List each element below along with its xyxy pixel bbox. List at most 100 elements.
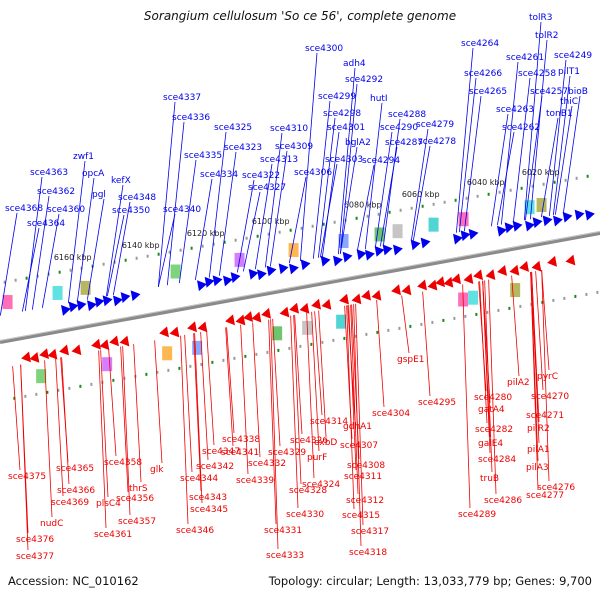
reverse-gene-arrow bbox=[235, 314, 246, 326]
gene-leader-line bbox=[12, 366, 21, 471]
gene-leader-line bbox=[412, 145, 431, 241]
gene-label: kefX bbox=[111, 176, 131, 186]
gene-leader-line bbox=[353, 304, 362, 547]
track-dot bbox=[553, 180, 556, 184]
genome-summary: Topology: circular; Length: 13,033,779 b… bbox=[268, 574, 592, 588]
forward-gene-arrow bbox=[266, 265, 277, 277]
forward-gene-arrow bbox=[374, 245, 385, 257]
track-dot bbox=[35, 392, 38, 396]
gene-leader-line bbox=[524, 95, 543, 221]
track-dot bbox=[376, 330, 379, 334]
gene-label: sce4358 bbox=[104, 458, 142, 468]
track-dot bbox=[278, 230, 281, 234]
gene-leader-line bbox=[272, 318, 281, 447]
track-dot bbox=[267, 232, 270, 236]
track-dot bbox=[398, 326, 401, 330]
track-dot bbox=[178, 366, 181, 370]
track-dot bbox=[509, 188, 512, 192]
reverse-gene-arrow bbox=[243, 311, 253, 322]
gene-leader-line bbox=[346, 305, 355, 510]
gene-label: sce4335 bbox=[184, 151, 222, 161]
gene-label: sce4309 bbox=[275, 142, 313, 152]
gene-leader-line bbox=[180, 335, 189, 525]
gene-leader-line bbox=[264, 132, 283, 268]
track-dot bbox=[355, 216, 358, 220]
gene-leader-line bbox=[531, 271, 540, 444]
gene-label: pyrC bbox=[537, 372, 558, 382]
gene-label: sce4310 bbox=[270, 124, 308, 134]
gene-label: sce4304 bbox=[372, 409, 410, 419]
gene-leader-line bbox=[157, 101, 176, 287]
forward-gene-arrow bbox=[562, 211, 573, 223]
gene-leader-line bbox=[157, 213, 176, 287]
gene-leader-line bbox=[355, 303, 364, 526]
gene-leader-line bbox=[242, 191, 261, 272]
gene-label: sce4311 bbox=[344, 472, 382, 482]
reverse-gene-arrow bbox=[21, 351, 31, 363]
gene-label: sce4357 bbox=[118, 517, 156, 527]
gene-label: sce4342 bbox=[196, 462, 234, 472]
forward-gene-arrow bbox=[497, 225, 507, 237]
gene-leader-line bbox=[208, 131, 227, 278]
gene-leader-line bbox=[194, 333, 203, 504]
feature-box bbox=[428, 217, 439, 232]
scale-label: 6120 kbp bbox=[187, 229, 225, 238]
gene-label: sce4322 bbox=[242, 171, 280, 181]
gene-label: sce4318 bbox=[349, 548, 387, 558]
gene-label: sce4277 bbox=[526, 491, 564, 501]
track-dot bbox=[68, 386, 71, 390]
track-dot bbox=[531, 184, 534, 188]
reverse-gene-arrow bbox=[351, 293, 362, 305]
backbone-line bbox=[0, 231, 600, 344]
gene-label: sce4340 bbox=[163, 205, 201, 215]
gene-leader-line bbox=[226, 327, 235, 434]
track-dot bbox=[14, 278, 17, 282]
gene-leader-line bbox=[236, 179, 255, 273]
forward-gene-arrow bbox=[278, 263, 289, 275]
gene-label: sce4356 bbox=[116, 494, 154, 504]
track-dot bbox=[58, 270, 61, 274]
gene-label: sce4299 bbox=[318, 92, 356, 102]
gene-leader-line bbox=[348, 305, 357, 471]
gene-leader-line bbox=[314, 311, 323, 416]
gene-label: gatA4 bbox=[478, 405, 505, 415]
gene-leader-line bbox=[184, 334, 193, 473]
gene-leader-line bbox=[321, 131, 340, 258]
gene-leader-line bbox=[463, 95, 482, 232]
track-dot bbox=[222, 358, 225, 362]
scale-label: 6160 kbp bbox=[54, 253, 92, 262]
gene-label: tolR3 bbox=[529, 13, 553, 23]
forward-gene-arrow bbox=[76, 300, 87, 311]
track-dot bbox=[387, 328, 390, 332]
track-dot bbox=[465, 196, 468, 200]
track-dot bbox=[289, 228, 292, 232]
gene-leader-line bbox=[458, 77, 477, 233]
feature-box bbox=[272, 326, 283, 341]
gene-leader-line bbox=[225, 327, 234, 447]
forward-gene-arrow bbox=[553, 215, 563, 227]
track-dot bbox=[343, 336, 346, 340]
gene-leader-line bbox=[462, 284, 471, 509]
gene-label: opcA bbox=[82, 169, 105, 179]
gene-label: sce4290 bbox=[380, 123, 418, 133]
gene-leader-line bbox=[339, 83, 358, 254]
track-dot bbox=[245, 236, 248, 240]
gene-label: sce4292 bbox=[345, 75, 383, 85]
gene-label: sce4323 bbox=[224, 143, 262, 153]
track-dot bbox=[442, 318, 445, 322]
track-dot bbox=[519, 304, 522, 308]
track-dot bbox=[487, 192, 490, 196]
forward-gene-arrow bbox=[130, 290, 141, 302]
gene-leader-line bbox=[511, 275, 520, 377]
gene-label: zwf1 bbox=[73, 152, 94, 162]
gene-leader-line bbox=[422, 291, 431, 397]
track-dot bbox=[300, 226, 303, 230]
reverse-gene-arrow bbox=[119, 335, 130, 347]
track-dot bbox=[157, 252, 160, 256]
track-dot bbox=[542, 182, 545, 186]
track-dot bbox=[409, 324, 412, 328]
track-dot bbox=[322, 222, 325, 226]
gene-leader-line bbox=[41, 213, 60, 308]
reverse-gene-arrow bbox=[251, 311, 262, 323]
gene-label: sce4317 bbox=[351, 527, 389, 537]
